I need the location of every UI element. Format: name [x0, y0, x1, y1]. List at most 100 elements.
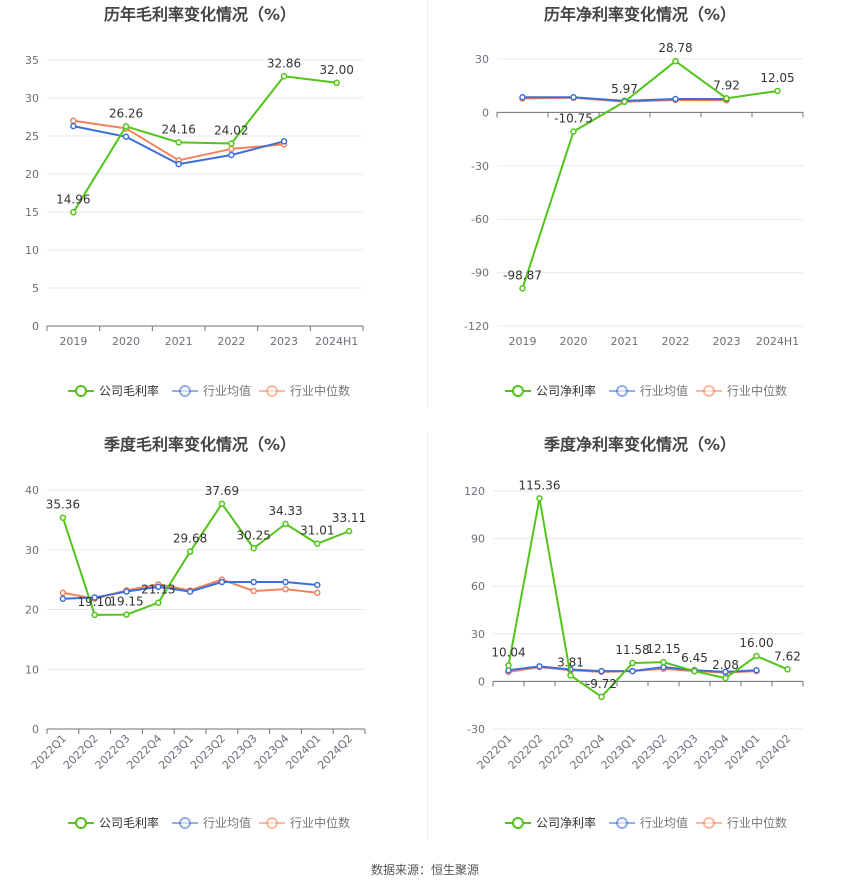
data-label: -9.72 — [586, 677, 617, 691]
x-tick-label: 2021 — [611, 335, 639, 348]
chart-annual-gross-margin: 历年毛利率变化情况（%） 0 5 10 15 20 25 30 35 2019 2020 2021 20… — [0, 0, 427, 410]
y-tick-label: 0 — [478, 675, 485, 688]
data-point-industry_avg — [123, 588, 130, 595]
data-point-company — [155, 599, 162, 606]
data-label: 16.00 — [739, 636, 773, 650]
series-line-company — [521, 60, 778, 289]
legend-label-company: 公司净利率 — [536, 815, 596, 830]
y-tick-label: 10 — [25, 663, 39, 676]
divider-bottom — [427, 432, 428, 840]
legend-marker-industry_median — [266, 817, 278, 829]
data-point-industry_avg — [175, 160, 182, 168]
legend-marker-industry_median — [266, 385, 278, 397]
x-tick-label: 2019 — [509, 335, 537, 348]
series-line-company — [61, 502, 350, 616]
data-point-industry_avg — [519, 94, 526, 101]
legend-label-industry_avg: 行业均值 — [203, 815, 251, 830]
data-point-industry_avg — [155, 583, 162, 591]
legend-marker-industry_avg — [179, 385, 191, 397]
x-tick-label: 2023 — [270, 335, 298, 348]
y-tick-label: 90 — [471, 533, 485, 546]
data-point-industry_avg — [536, 663, 543, 670]
y-tick-label: -90 — [471, 267, 489, 280]
data-point-industry_avg — [672, 95, 679, 103]
data-point-company — [280, 73, 288, 80]
data-point-company — [59, 514, 67, 521]
chart-annual-net-margin-svg: 历年净利率变化情况（%） -120 -90 -60 -30 0 30 2019 2020 2021… — [464, 5, 804, 398]
legend-label-industry_median: 行业中位数 — [727, 383, 787, 398]
data-point-company — [314, 540, 321, 547]
data-label: 21.13 — [141, 583, 175, 597]
y-tick-label: 30 — [25, 544, 39, 557]
x-tick-label: 2022 — [217, 335, 245, 348]
y-tick-label: 120 — [464, 485, 485, 498]
chart-quarterly-net-margin-svg: 季度净利率变化情况（%）-3003060901202022Q12022Q2202… — [464, 435, 804, 830]
data-point-industry_median — [70, 117, 77, 125]
data-label: 2.08 — [712, 658, 739, 672]
y-tick-label: 30 — [475, 53, 489, 66]
legend-marker-company — [512, 817, 524, 829]
chart-quarterly-net-margin: 季度净利率变化情况（%） -30 0 30 60 90 120 2022Q1 2022Q2 202… — [427, 430, 850, 850]
data-point-industry_avg — [91, 594, 98, 601]
y-tick-label: 30 — [25, 92, 39, 105]
y-tick-label: -30 — [467, 723, 485, 736]
data-label: 10.04 — [491, 645, 525, 659]
x-tick-label: 2022 — [662, 335, 690, 348]
y-tick-label: -60 — [471, 213, 489, 226]
y-tick-label: 15 — [25, 206, 39, 219]
data-point-industry_avg — [280, 138, 288, 145]
data-label: -98.87 — [503, 268, 542, 282]
data-point-industry_avg — [218, 578, 226, 586]
data-point-company — [333, 79, 340, 87]
data-point-company — [91, 611, 98, 619]
data-label: 19.15 — [109, 595, 143, 609]
y-tick-label: -30 — [471, 160, 489, 173]
x-tick-label: 2021 — [165, 335, 193, 348]
data-point-industry_avg — [598, 667, 605, 675]
data-label: 12.05 — [760, 71, 794, 85]
data-point-industry_avg — [570, 94, 577, 101]
data-label: 32.00 — [319, 63, 353, 77]
data-point-industry_avg — [186, 588, 194, 595]
data-point-industry_median — [228, 145, 235, 153]
series-line-company — [72, 75, 337, 213]
data-label: 33.11 — [332, 511, 366, 525]
data-point-company — [122, 123, 130, 130]
data-label: 5.97 — [611, 82, 638, 96]
divider-top — [427, 0, 428, 408]
y-tick-label: 0 — [482, 106, 489, 119]
y-tick-label: 20 — [25, 604, 39, 617]
data-label: -10.75 — [554, 112, 593, 126]
chart-title: 季度毛利率变化情况（%） — [103, 435, 296, 454]
data-label: 14.96 — [56, 192, 90, 206]
data-label: 37.69 — [205, 484, 239, 498]
data-point-industry_median — [59, 589, 67, 597]
legend-marker-company — [512, 385, 524, 397]
chart-title: 历年净利率变化情况（%） — [544, 5, 736, 24]
data-point-industry_avg — [629, 667, 636, 675]
y-tick-label: 5 — [32, 282, 39, 295]
data-point-company — [536, 495, 543, 502]
data-point-company — [784, 666, 791, 673]
data-label: 6.45 — [681, 651, 708, 665]
legend-marker-company — [75, 385, 87, 397]
data-label: 30.25 — [237, 528, 271, 542]
legend-label-industry_avg: 行业均值 — [203, 383, 251, 398]
data-label: 19.10 — [78, 595, 112, 609]
legend-marker-industry_median — [703, 385, 715, 397]
data-point-company — [519, 285, 526, 292]
x-tick-label: 2024Q2 — [315, 732, 355, 772]
data-point-company — [621, 98, 628, 106]
legend-label-industry_avg: 行业均值 — [640, 383, 688, 398]
data-point-company — [218, 500, 226, 508]
x-tick-label: 2024Q2 — [754, 732, 794, 772]
data-point-company — [345, 527, 353, 535]
data-point-industry_avg — [722, 668, 729, 676]
y-tick-label: 30 — [471, 628, 485, 641]
data-point-company — [505, 662, 512, 669]
legend-label-company: 公司净利率 — [536, 383, 596, 398]
data-point-company — [282, 520, 289, 528]
data-label: 12.15 — [646, 642, 680, 656]
data-point-industry_avg — [250, 578, 257, 586]
data-point-industry_avg — [282, 578, 289, 586]
